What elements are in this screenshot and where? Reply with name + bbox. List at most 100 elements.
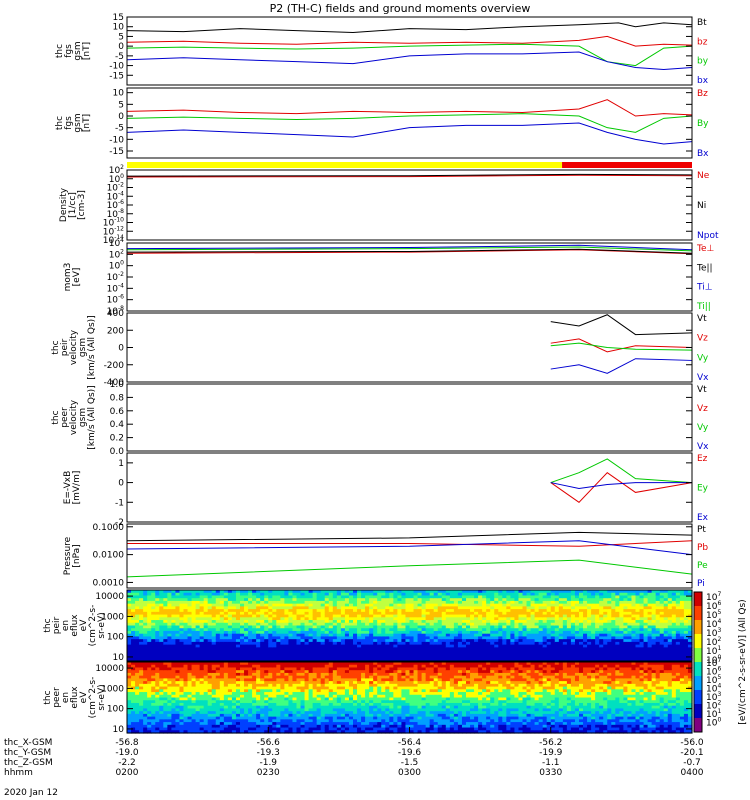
spectrogram-cell [155,730,160,734]
spectrogram-cell [365,630,370,635]
spectrogram-cell [603,617,608,621]
spectrogram-cell [377,617,382,621]
spectrogram-cell [647,611,653,616]
spectrogram-cell [227,664,233,669]
spectrogram-cell [276,664,281,669]
spectrogram-cell [389,647,394,651]
spectrogram-cell [248,652,253,657]
spectrogram-cell [405,609,411,613]
spectrogram-cell [534,617,540,621]
spectrogram-cell [235,614,241,618]
spectrogram-cell [417,641,423,646]
spectrogram-cell [183,603,189,607]
spectrogram-cell [143,716,148,720]
legend-Pi: Pi [697,579,705,589]
spectrogram-cell [211,727,217,731]
spectrogram-cell [361,598,366,602]
spectrogram-cell [373,592,378,597]
spectrogram-cell [272,670,277,674]
spectrogram-cell [647,617,653,621]
spectrogram-cell [235,590,241,594]
spectrogram-cell [203,609,209,613]
spectrogram-cell [203,719,209,723]
spectrogram-cell [191,633,197,638]
spectrogram-cell [336,625,342,629]
spectrogram-cell [143,658,148,662]
spectrogram-cell [591,650,596,654]
spectrogram-cell [215,647,221,651]
spectrogram-cell [603,603,608,607]
spectrogram-cell [231,617,237,621]
spectrogram-cell [280,606,285,610]
spectrogram-cell [409,658,415,662]
spectrogram-cell [183,702,189,707]
spectrogram-cell [393,633,398,638]
spectrogram-cell [264,662,269,666]
spectrogram-cell [252,664,257,669]
spectrogram-cell [308,600,314,605]
spectrogram-cell [227,662,233,666]
spectrogram-cell [288,727,294,731]
spectrogram-cell [449,658,455,662]
spectrogram-cell [131,592,136,597]
spectrogram-cell [231,672,237,677]
spectrogram-cell [635,628,641,632]
spectrogram-cell [328,606,334,610]
spectrogram-cell [635,603,641,607]
spectrogram-cell [235,630,241,635]
spectrogram-cell [558,614,564,618]
spectrogram-cell [211,600,217,605]
spectrogram-cell [486,647,491,651]
spectrogram-cell [526,628,532,632]
legend-Vx: Vx [697,373,709,383]
spectrogram-cell [667,595,673,599]
spectrogram-cell [461,628,467,632]
spectrogram-cell [397,590,403,594]
spectrogram-cell [199,686,205,690]
spectrogram-cell [486,636,491,640]
spectrogram-cell [506,636,511,640]
spectrogram-cell [223,636,229,640]
spectrogram-cell [369,606,374,610]
spectrogram-cell [280,644,285,648]
spectrogram-cell [433,630,439,635]
spectrogram-cell [235,603,241,607]
spectrogram-cell [373,639,378,643]
spectrogram-cell [292,678,298,682]
spectrogram-cell [619,655,624,659]
spectrogram-cell [199,678,205,682]
spectrogram-cell [474,650,479,654]
spectrogram-cell [651,622,657,627]
spectrogram-cell [264,622,269,627]
spectrogram-cell [663,633,669,638]
spectrogram-cell [558,592,564,597]
spectrogram-cell [599,628,604,632]
spectrogram-cell [502,639,507,643]
spectrogram-cell [135,609,140,613]
spectrogram-cell [268,595,273,599]
spectrogram-cell [284,692,290,696]
spectrogram-cell [365,611,370,616]
spectrogram-cell [155,664,160,669]
spectrogram-cell [514,590,520,594]
spectrogram-cell [139,730,144,734]
spectrogram-cell [296,652,302,657]
spectrogram-cell [474,633,479,638]
spectrogram-cell [268,641,273,646]
spectrogram-cell [252,713,257,718]
spectrogram-cell [538,598,544,602]
spectrogram-cell [328,611,334,616]
spectrogram-cell [562,620,568,624]
spectrogram-cell [409,625,415,629]
spectrogram-cell [502,633,507,638]
spectrogram-cell [159,598,164,602]
series-Vt [550,314,693,336]
spectrogram-cell [252,595,257,599]
spectrogram-cell [667,603,673,607]
spectrogram-cell [639,620,645,624]
spectrogram-cell [300,628,306,632]
spectrogram-cell [413,655,419,659]
spectrogram-cell [405,652,411,657]
spectrogram-cell [284,722,290,726]
